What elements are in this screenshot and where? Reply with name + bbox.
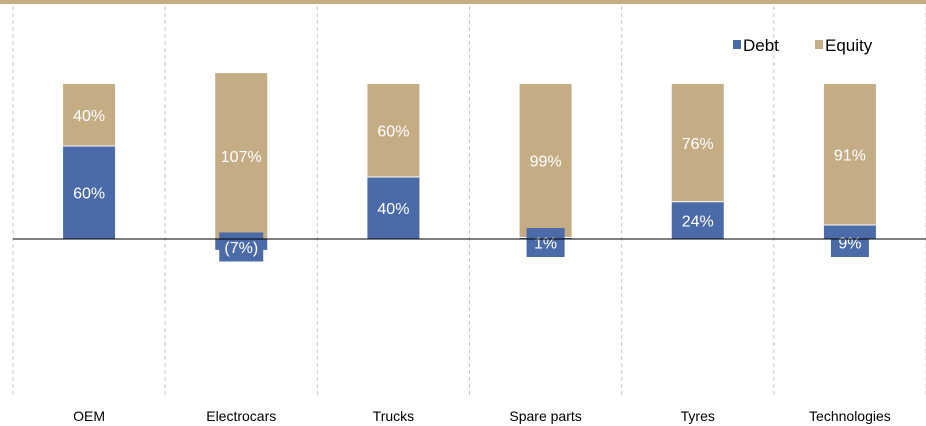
x-tick-label: Technologies: [809, 408, 891, 424]
legend: Debt Equity: [733, 36, 873, 55]
x-tick-label: OEM: [73, 408, 105, 424]
x-tick-label: Spare parts: [509, 408, 581, 424]
x-tick-labels: OEM Electrocars Trucks Spare parts Tyres Tech…: [73, 408, 891, 424]
data-label-equity-group: 60%: [374, 116, 413, 145]
data-label-debt-box: [219, 232, 264, 262]
data-label-equity-box: [678, 128, 717, 158]
data-label-debt-group: 60%: [70, 178, 109, 207]
bars-group: 40% 60% 107% (7%) 60% 40% 99% 1% 76% 24% 91% 9%: [63, 73, 876, 262]
data-label-equity: 107%: [221, 149, 262, 166]
data-label-equity-group: 99%: [526, 146, 565, 176]
legend-swatch-equity: [815, 40, 823, 49]
data-label-equity: 76%: [682, 136, 714, 153]
data-label-debt-box: [678, 205, 717, 235]
data-label-debt-box: [526, 228, 565, 257]
top-accent-border: [0, 0, 926, 4]
data-label-debt-box: [830, 228, 869, 257]
data-label-debt: 40%: [377, 201, 409, 218]
data-label-debt-group: 24%: [678, 205, 717, 235]
data-label-equity: 40%: [73, 108, 105, 125]
data-label-debt: 1%: [534, 236, 557, 253]
data-label-equity: 91%: [834, 148, 866, 165]
legend-label-debt: Debt: [743, 36, 779, 55]
data-label-debt-group: 40%: [374, 193, 413, 223]
data-label-debt: 60%: [73, 186, 105, 203]
data-label-equity-box: [526, 146, 565, 176]
data-label-equity-box: [219, 141, 264, 171]
data-label-equity-group: 76%: [678, 128, 717, 158]
data-label-equity: 99%: [530, 154, 562, 171]
data-label-equity-box: [70, 100, 109, 130]
data-label-equity-group: 107%: [219, 141, 264, 171]
data-label-debt-box: [70, 178, 109, 207]
data-label-debt: 9%: [838, 236, 861, 253]
data-label-equity-group: 40%: [70, 100, 109, 130]
data-label-debt-group: 9%: [830, 228, 869, 257]
data-label-equity-group: 91%: [830, 140, 869, 170]
legend-swatch-debt: [733, 40, 741, 49]
data-label-debt: (7%): [224, 240, 258, 257]
data-label-debt-group: (7%): [219, 232, 264, 262]
data-label-debt: 24%: [682, 213, 714, 230]
data-label-equity-box: [374, 116, 413, 145]
category-separators: [12, 6, 926, 395]
data-label-equity-box: [830, 140, 869, 170]
data-label-equity: 60%: [377, 124, 409, 141]
data-label-debt-box: [374, 193, 413, 223]
x-tick-label: Electrocars: [206, 408, 276, 424]
data-label-debt-group: 1%: [526, 228, 565, 257]
x-tick-label: Tyres: [681, 408, 715, 424]
legend-label-equity: Equity: [825, 36, 873, 55]
x-tick-label: Trucks: [373, 408, 414, 424]
